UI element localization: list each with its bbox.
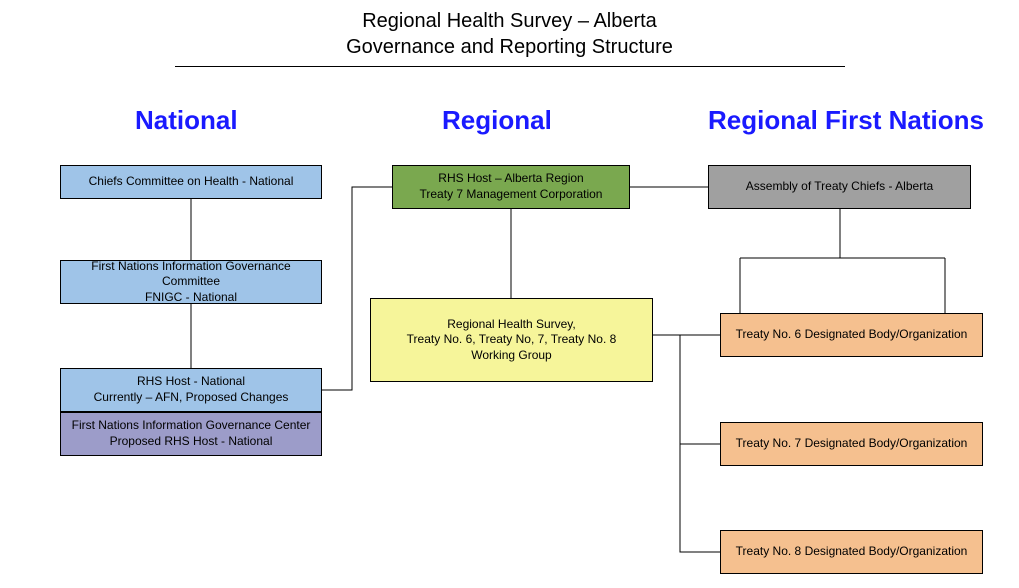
col-header-national: National [135, 105, 238, 136]
box-text: Treaty No. 7 Designated Body/Organizatio… [736, 436, 968, 452]
box-text: First Nations Information Governance Com… [67, 259, 315, 290]
box-text: Proposed RHS Host - National [110, 434, 273, 450]
box-n1: Chiefs Committee on Health - National [60, 165, 322, 199]
box-text: Treaty No. 6 Designated Body/Organizatio… [736, 327, 968, 343]
box-text: Chiefs Committee on Health - National [89, 174, 294, 190]
box-f1: Assembly of Treaty Chiefs - Alberta [708, 165, 971, 209]
title-rule [175, 66, 845, 67]
box-text: Regional Health Survey, [447, 317, 576, 333]
col-header-regional: Regional [442, 105, 552, 136]
box-text: First Nations Information Governance Cen… [72, 418, 311, 434]
box-text: RHS Host - National [137, 374, 245, 390]
col-header-rfn: Regional First Nations [708, 105, 984, 136]
box-f4: Treaty No. 8 Designated Body/Organizatio… [720, 530, 983, 574]
title-block: Regional Health Survey – Alberta Governa… [0, 0, 1019, 67]
box-f2: Treaty No. 6 Designated Body/Organizatio… [720, 313, 983, 357]
box-text: Treaty No. 6, Treaty No, 7, Treaty No. 8 [407, 332, 617, 348]
connector-line [680, 444, 720, 552]
box-text: RHS Host – Alberta Region [438, 171, 583, 187]
box-text: Treaty No. 8 Designated Body/Organizatio… [736, 544, 968, 560]
box-r1: RHS Host – Alberta RegionTreaty 7 Manage… [392, 165, 630, 209]
box-text: Currently – AFN, Proposed Changes [94, 390, 289, 406]
box-n2: First Nations Information Governance Com… [60, 260, 322, 304]
title-line-1: Regional Health Survey – Alberta [0, 8, 1019, 34]
box-r2: Regional Health Survey,Treaty No. 6, Tre… [370, 298, 653, 382]
box-f3: Treaty No. 7 Designated Body/Organizatio… [720, 422, 983, 466]
box-n3b: First Nations Information Governance Cen… [60, 412, 322, 456]
title-line-2: Governance and Reporting Structure [0, 34, 1019, 60]
connector-line [653, 335, 720, 444]
box-text: Working Group [471, 348, 551, 364]
box-text: Treaty 7 Management Corporation [420, 187, 603, 203]
box-n3a: RHS Host - NationalCurrently – AFN, Prop… [60, 368, 322, 412]
box-text: Assembly of Treaty Chiefs - Alberta [746, 179, 933, 195]
box-text: FNIGC - National [145, 290, 237, 306]
